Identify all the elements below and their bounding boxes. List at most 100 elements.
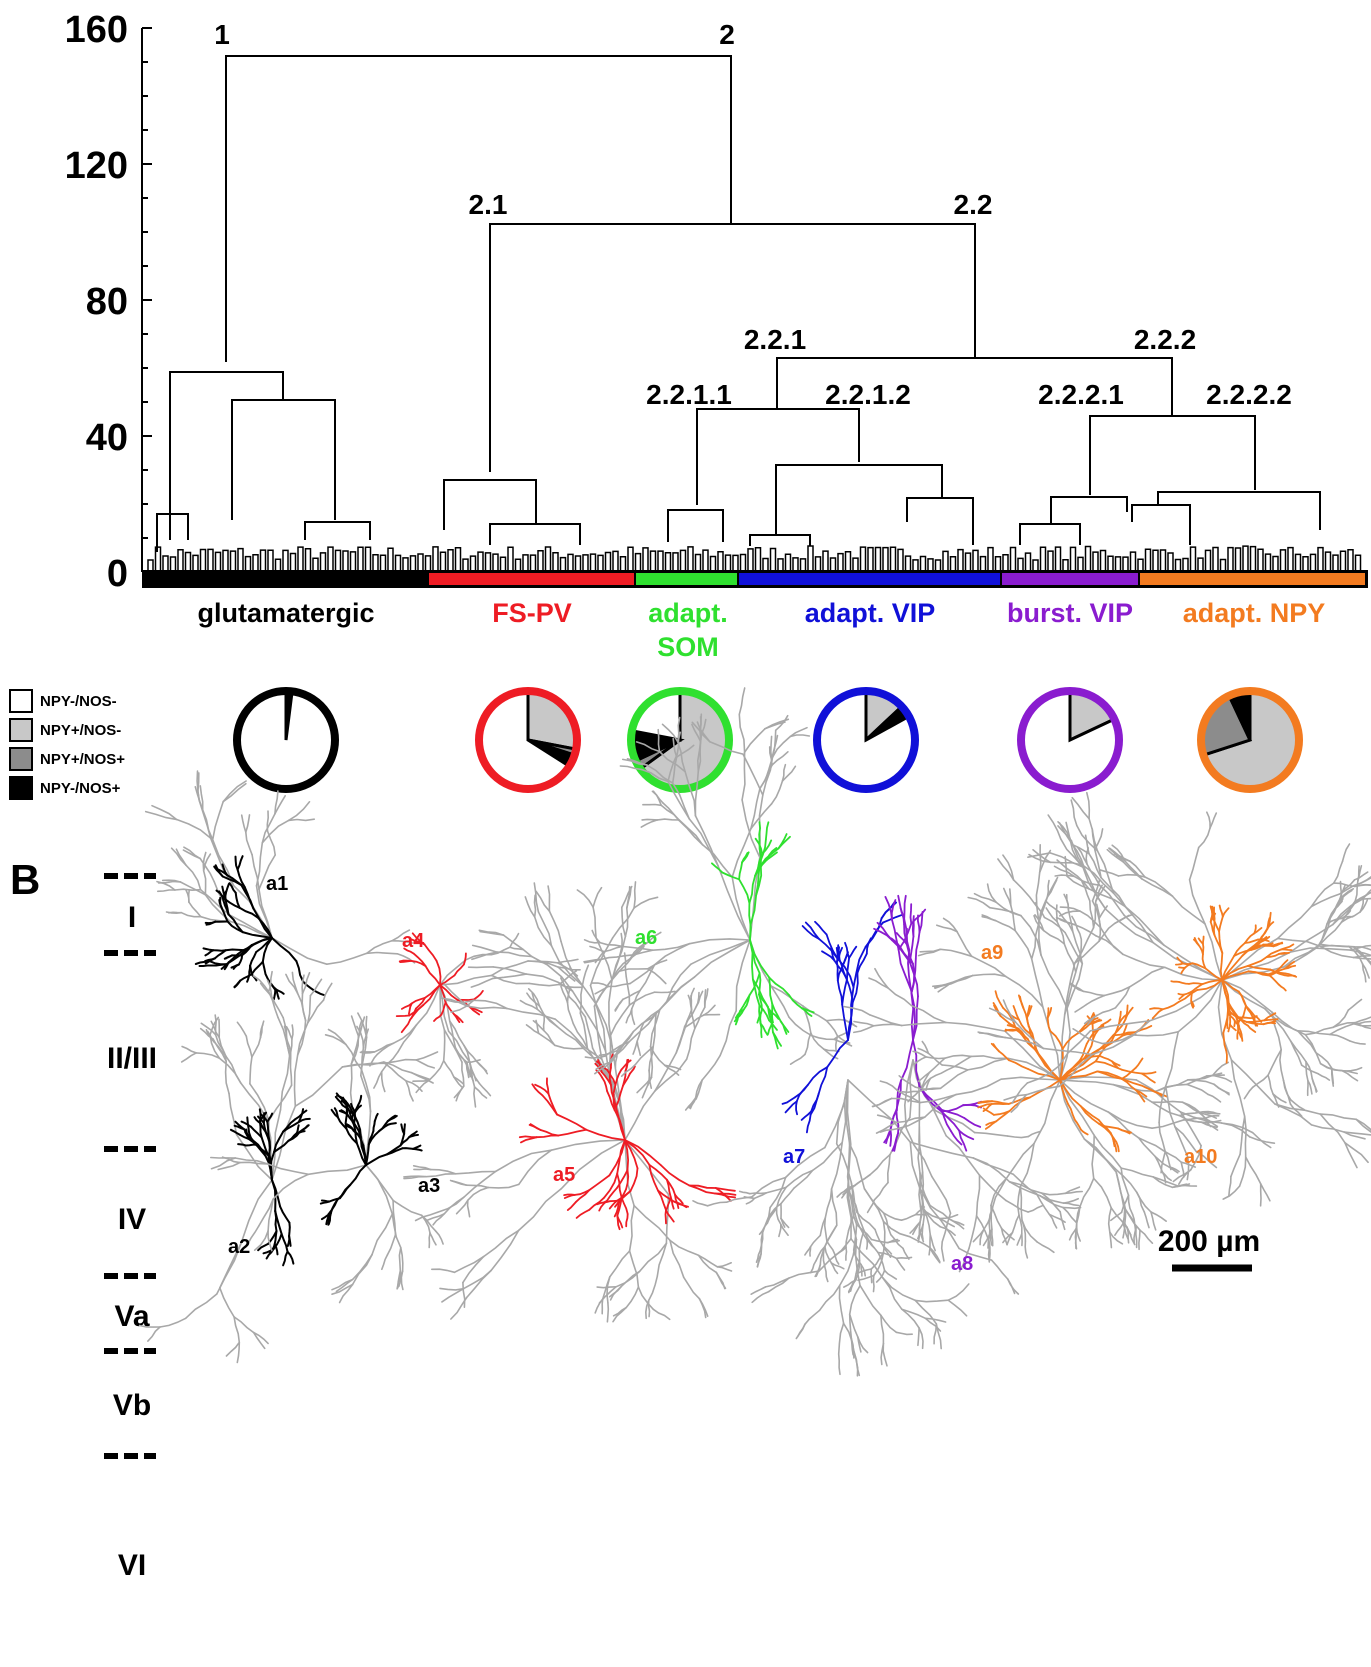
neurite (817, 1066, 829, 1095)
neurite (898, 1116, 926, 1130)
neurite (436, 1196, 465, 1214)
dendrogram-leaf (1054, 546, 1062, 570)
neurite (251, 1036, 262, 1058)
dendrogram-leaf (207, 548, 214, 570)
neurite (716, 1266, 733, 1272)
neurite (1247, 956, 1268, 967)
neurite (306, 999, 325, 1024)
dendrogram-leaf (327, 546, 334, 570)
neurite (201, 808, 214, 841)
neurite (625, 1213, 629, 1228)
neurite (1197, 827, 1211, 849)
neurite (156, 880, 176, 891)
neurite (788, 1270, 820, 1279)
neurite (469, 1006, 483, 1014)
neurite (1014, 1021, 1045, 1050)
neurite (1072, 930, 1084, 965)
neurite (659, 1164, 691, 1187)
neurite (1120, 1194, 1130, 1214)
dendrogram-leaf (799, 558, 807, 570)
link-glut-c (156, 513, 189, 552)
dendrogram-leaf (1009, 546, 1017, 570)
group-label-fs-pv: FS-PV (492, 598, 572, 628)
neurite (937, 981, 953, 993)
neurite (759, 1022, 763, 1039)
neurite (841, 1003, 849, 1041)
neurite (275, 988, 280, 1000)
neurite (834, 1035, 839, 1051)
group-bar (142, 570, 1368, 588)
dendrogram-leaf (1347, 548, 1354, 570)
neurite (1237, 990, 1247, 1007)
dendrogram-leaf (694, 553, 702, 570)
neurite (825, 1019, 839, 1037)
neurite (237, 1143, 247, 1147)
neurite (852, 1025, 875, 1034)
neurite (267, 1230, 273, 1252)
pie-fs-pv (475, 687, 581, 793)
neurite (1355, 891, 1370, 903)
neurite (380, 1050, 399, 1073)
neurite (603, 1041, 630, 1057)
dendrogram-leaf (492, 553, 499, 570)
neurite (881, 1276, 917, 1302)
neurite (991, 1228, 994, 1247)
neurite (1036, 1241, 1055, 1254)
neurite (990, 1042, 1000, 1053)
neurite (1332, 1009, 1350, 1029)
node-label-2: 2 (719, 19, 735, 50)
dendrogram-leaf (1272, 555, 1279, 570)
neurite (1177, 989, 1199, 1003)
neurite (909, 1141, 975, 1159)
neurite (1201, 979, 1223, 985)
neurite (174, 888, 202, 892)
neurite (1195, 1150, 1218, 1169)
neurite (239, 973, 253, 982)
neurite (1091, 828, 1096, 851)
neurite (492, 966, 528, 975)
dendrogram-leaf (687, 546, 694, 570)
neurite (611, 1045, 626, 1141)
neurite (871, 1097, 893, 1108)
neurite (1089, 1020, 1151, 1032)
neurite (648, 1163, 659, 1192)
neurite (1197, 937, 1204, 945)
neurite (1049, 861, 1084, 867)
neurite (610, 1083, 617, 1108)
neurite (1053, 865, 1075, 878)
neurite (988, 1206, 994, 1232)
neuron-a8-axon (836, 1059, 1044, 1273)
neurite (271, 1179, 277, 1212)
neurite (731, 828, 752, 878)
neurite (1310, 882, 1335, 908)
neurite (200, 1022, 217, 1036)
dendrogram-leaf (199, 548, 207, 570)
neurite (823, 1224, 838, 1249)
neurite (924, 1317, 947, 1323)
cell-label-a1: a1 (266, 873, 288, 895)
neurite (745, 1197, 756, 1205)
dendrogram-leaf (1242, 545, 1249, 570)
cell-label-a5: a5 (553, 1164, 575, 1186)
neurite (307, 1164, 367, 1176)
neurite (818, 1284, 841, 1312)
dendrogram-leaf (927, 558, 934, 570)
pie-charts (233, 687, 1303, 793)
neurite (669, 1239, 685, 1279)
neurite (239, 1161, 269, 1165)
neurite (588, 1174, 611, 1191)
neurite (1006, 1135, 1030, 1139)
neurite (1056, 859, 1072, 872)
neurite (697, 1254, 718, 1274)
neurite (537, 910, 553, 947)
neurite (1300, 1064, 1319, 1075)
neurite (1111, 1060, 1121, 1067)
neurite (1120, 1078, 1138, 1092)
neurite (1221, 970, 1250, 981)
neurite (1137, 1137, 1165, 1152)
neurite (1140, 1072, 1156, 1084)
neurite (665, 963, 692, 1003)
dendrogram-leaf (379, 554, 387, 570)
dendrogram-leaf (1302, 555, 1309, 570)
neurite (341, 1104, 356, 1117)
